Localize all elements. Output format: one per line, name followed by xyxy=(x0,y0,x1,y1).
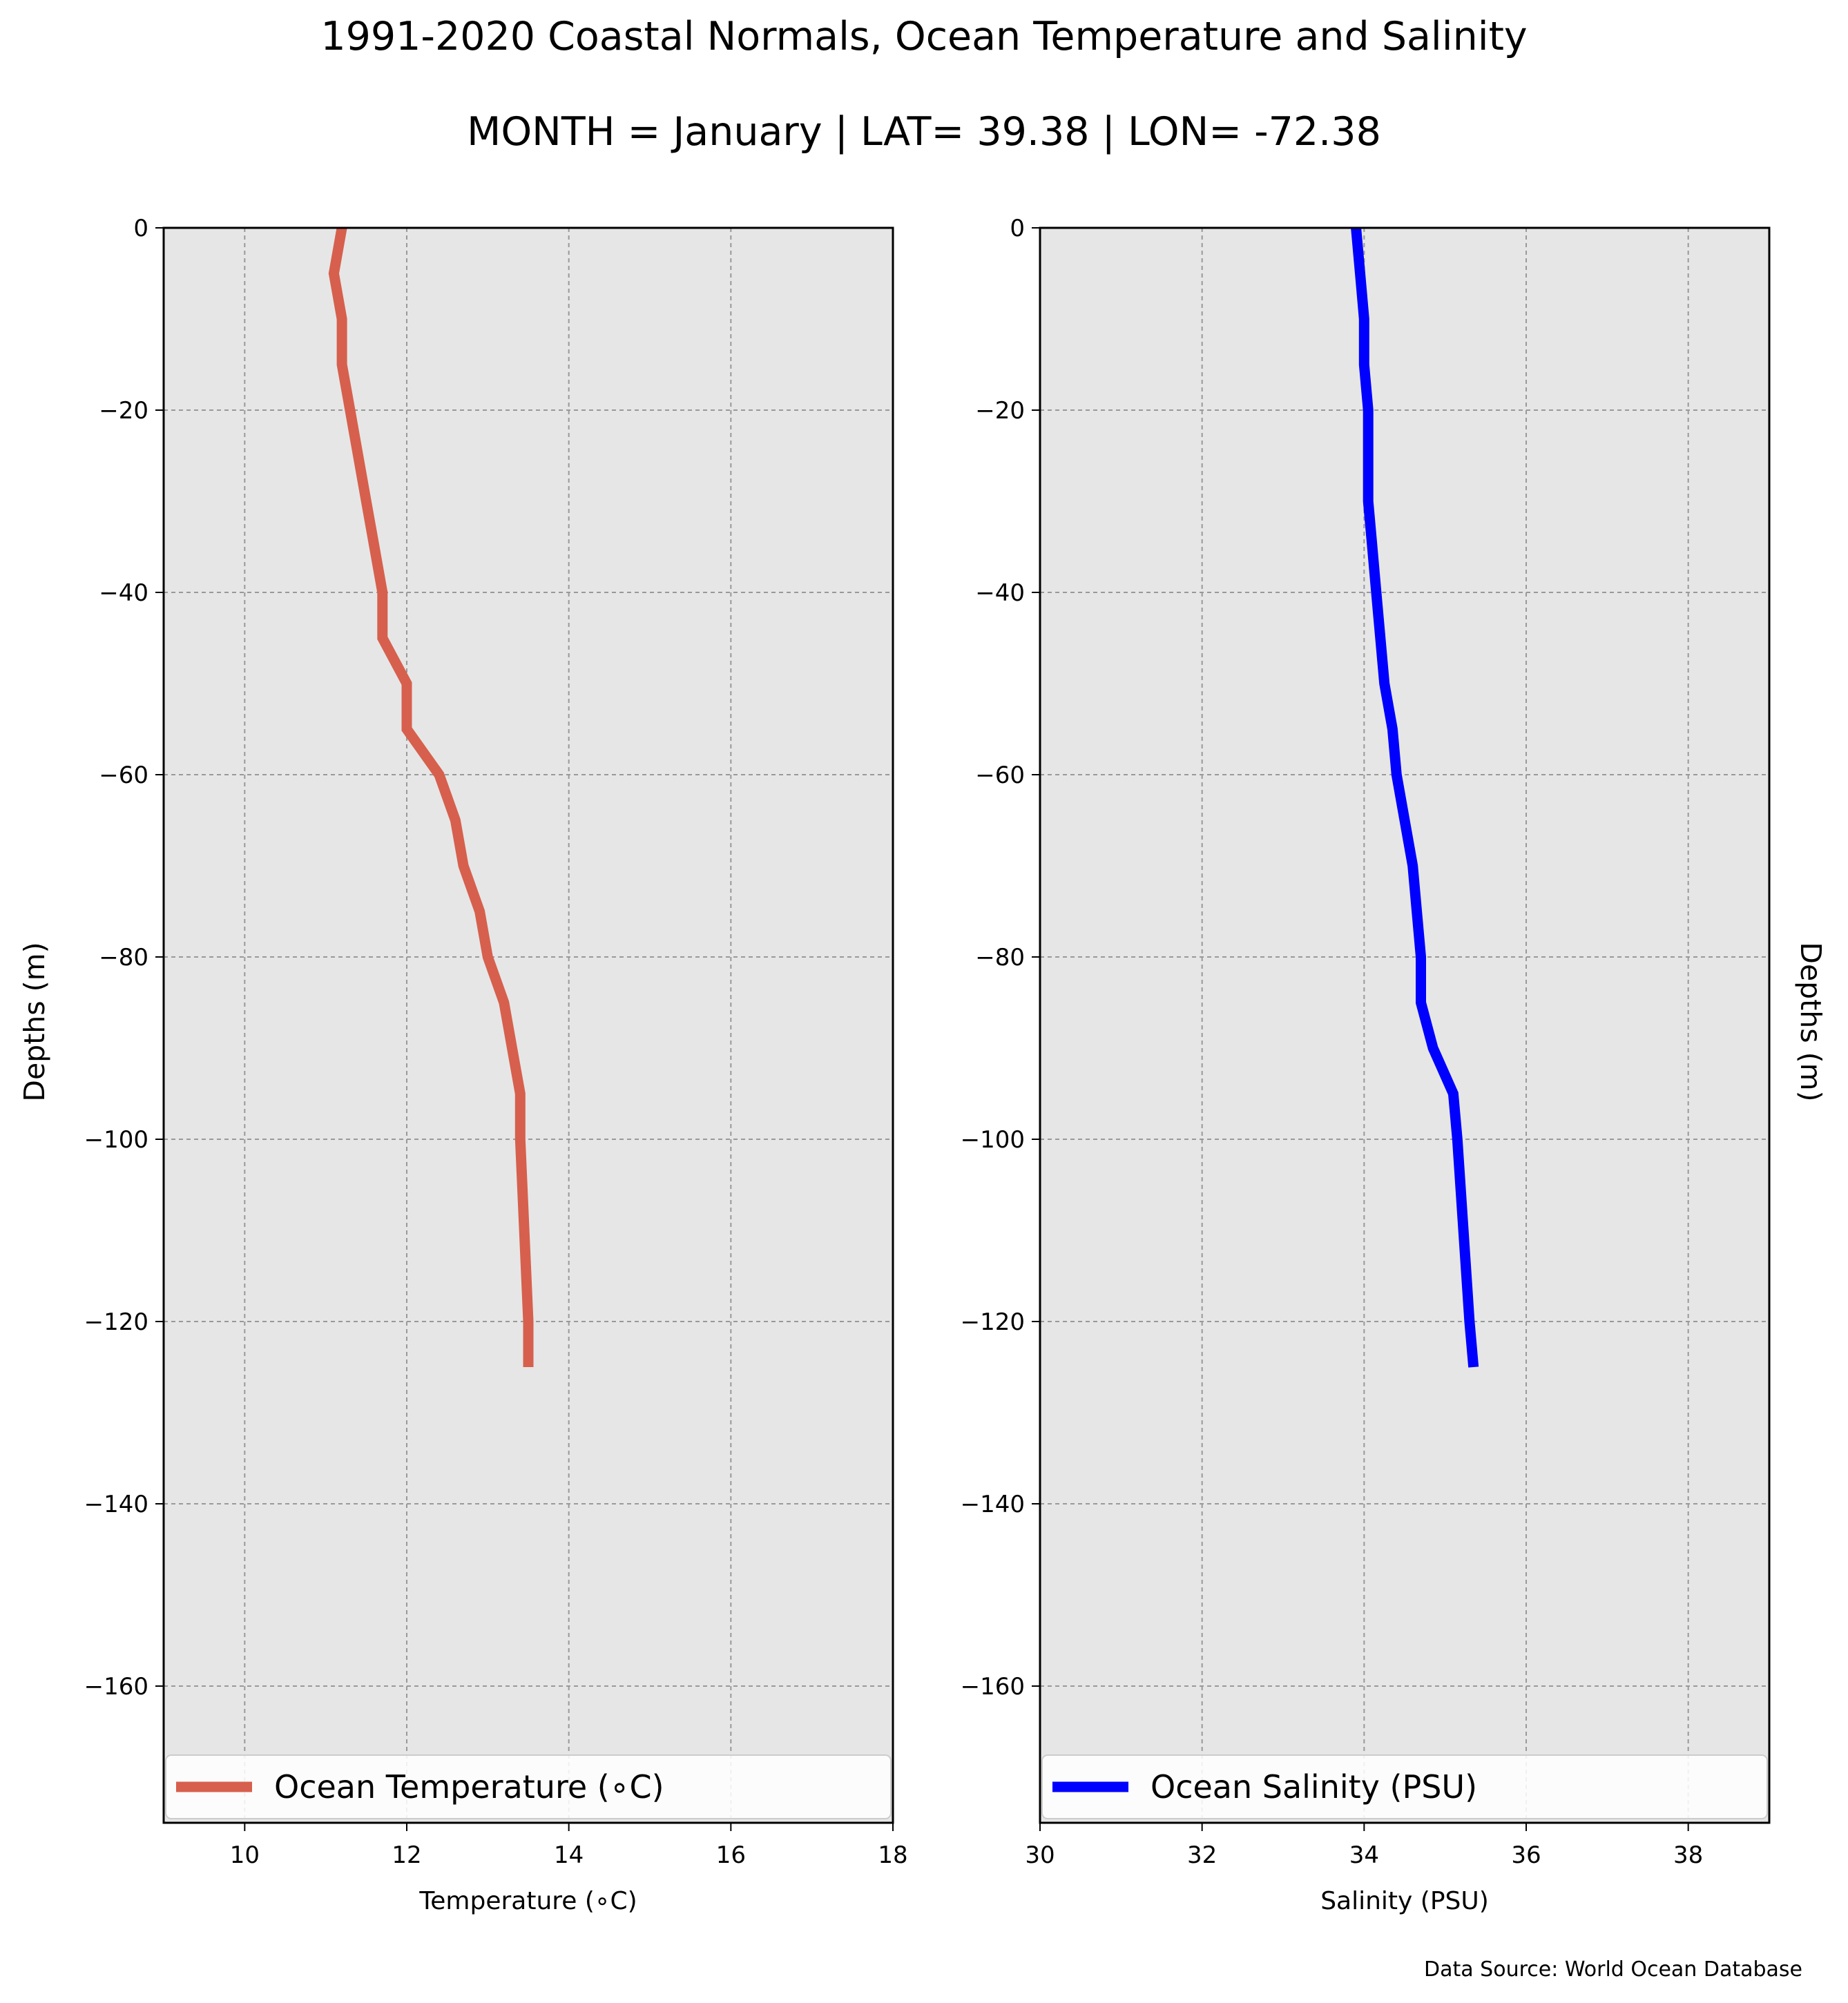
chart-title: 1991-2020 Coastal Normals, Ocean Tempera… xyxy=(320,14,1527,59)
temperature-ytick-label-1: −20 xyxy=(99,397,148,425)
salinity-panel: Ocean Salinity (PSU) 0 −20 −40 −60 −80 −100 −12… xyxy=(961,215,1771,1915)
temperature-ytick-label-7: −140 xyxy=(84,1491,148,1518)
temperature-legend-box xyxy=(165,1754,892,1819)
temperature-legend-label: Ocean Temperature (∘C) xyxy=(274,1768,664,1806)
temperature-ytick-label-5: −100 xyxy=(84,1126,148,1154)
temperature-xtick-label-4: 18 xyxy=(878,1841,907,1869)
source-note: Data Source: World Ocean Database xyxy=(1424,1957,1802,1982)
left-y-axis-label: Depths (m) xyxy=(18,942,51,1101)
salinity-ytick-label-1: −20 xyxy=(975,397,1025,425)
salinity-series-line-0 xyxy=(1351,227,1479,1368)
salinity-xtick-label-4: 38 xyxy=(1673,1841,1703,1869)
salinity-xtick-label-3: 36 xyxy=(1511,1841,1541,1869)
salinity-ytick-label-0: 0 xyxy=(1010,215,1025,242)
salinity-xtick-label-1: 32 xyxy=(1187,1841,1217,1869)
temperature-ytick-label-6: −120 xyxy=(84,1308,148,1336)
salinity-ytick-label-8: −160 xyxy=(961,1673,1025,1701)
salinity-xtick-label-0: 30 xyxy=(1025,1841,1055,1869)
salinity-ytick-label-2: −40 xyxy=(975,579,1025,607)
temperature-plot-area xyxy=(164,228,893,1823)
salinity-ytick-label-4: −80 xyxy=(975,944,1025,971)
salinity-ytick-label-3: −60 xyxy=(975,762,1025,789)
temperature-xtick-label-1: 12 xyxy=(392,1841,421,1869)
salinity-ytick-label-7: −140 xyxy=(961,1491,1025,1518)
salinity-xtick-label-2: 34 xyxy=(1349,1841,1379,1869)
temperature-ytick-label-2: −40 xyxy=(99,579,148,607)
temperature-xtick-label-2: 14 xyxy=(554,1841,584,1869)
temperature-ytick-label-3: −60 xyxy=(99,762,148,789)
temperature-ytick-label-0: 0 xyxy=(133,215,148,242)
temperature-ytick-label-8: −160 xyxy=(84,1673,148,1701)
salinity-legend-label: Ocean Salinity (PSU) xyxy=(1151,1768,1477,1806)
salinity-plot-area xyxy=(1040,228,1769,1823)
chart-subtitle: MONTH = January | LAT= 39.38 | LON= -72.… xyxy=(467,109,1381,155)
temperature-xtick-label-0: 10 xyxy=(230,1841,260,1869)
salinity-x-axis-label: Salinity (PSU) xyxy=(1320,1887,1489,1915)
temperature-axes-frame xyxy=(162,226,894,1824)
right-y-axis-label: Depths (m) xyxy=(1794,942,1827,1101)
salinity-ytick-label-6: −120 xyxy=(961,1308,1025,1336)
temperature-series-line-0 xyxy=(328,226,534,1367)
temperature-panel: Ocean Temperature (∘C) 0 −20 −40 −60 −80 −100 −… xyxy=(84,215,908,1915)
salinity-axes-frame xyxy=(1039,226,1771,1824)
temperature-ytick-label-4: −80 xyxy=(99,944,148,971)
temperature-xtick-label-3: 16 xyxy=(716,1841,746,1869)
salinity-legend-box xyxy=(1041,1754,1768,1819)
temperature-x-axis-label: Temperature (∘C) xyxy=(418,1887,637,1915)
salinity-ytick-label-5: −100 xyxy=(961,1126,1025,1154)
